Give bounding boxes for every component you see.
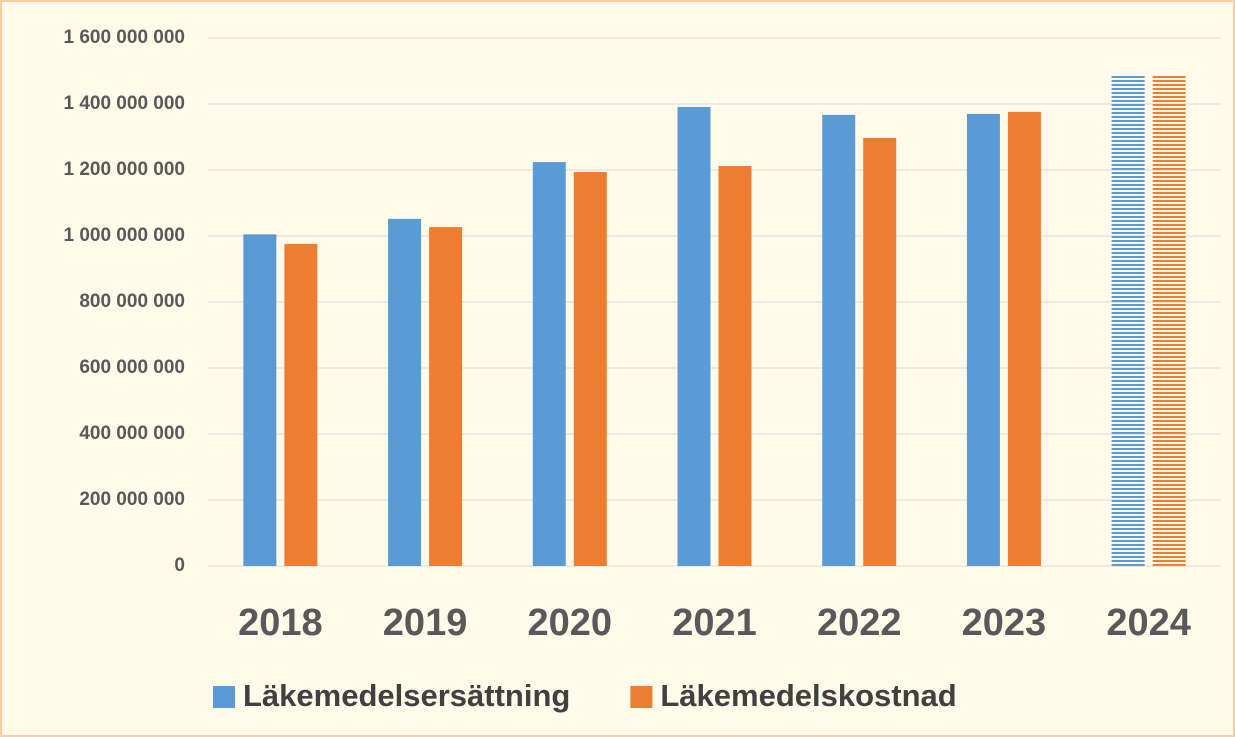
bar bbox=[1152, 74, 1186, 567]
y-tick-label: 1 600 000 000 bbox=[63, 27, 185, 48]
bar bbox=[718, 166, 752, 567]
y-tick-label: 800 000 000 bbox=[79, 291, 185, 312]
y-tick-label: 1 400 000 000 bbox=[63, 93, 185, 114]
bar bbox=[243, 234, 277, 566]
bar bbox=[532, 162, 566, 566]
x-tick-label: 2024 bbox=[1106, 602, 1191, 644]
bar bbox=[1007, 111, 1041, 567]
legend-label: Läkemedelsersättning bbox=[243, 678, 570, 713]
bar bbox=[429, 227, 463, 566]
x-tick-label: 2019 bbox=[383, 602, 468, 644]
bar bbox=[1111, 74, 1145, 567]
bar bbox=[388, 218, 422, 566]
y-tick-label: 1 200 000 000 bbox=[63, 159, 185, 180]
x-tick-label: 2018 bbox=[238, 602, 323, 644]
y-tick-label: 0 bbox=[174, 555, 185, 576]
legend-swatch bbox=[213, 686, 235, 708]
y-tick-label: 1 000 000 000 bbox=[63, 225, 185, 246]
x-tick-label: 2023 bbox=[962, 602, 1047, 644]
bar bbox=[863, 137, 897, 567]
x-tick-label: 2020 bbox=[528, 602, 613, 644]
legend-swatch bbox=[630, 686, 653, 708]
bar bbox=[284, 243, 318, 567]
y-tick-label: 400 000 000 bbox=[79, 423, 185, 444]
x-tick-label: 2021 bbox=[672, 602, 757, 644]
y-tick-label: 600 000 000 bbox=[79, 357, 185, 378]
bar bbox=[966, 113, 1000, 567]
legend-label: Läkemedelskostnad bbox=[660, 678, 956, 713]
bar bbox=[822, 114, 856, 566]
bar bbox=[677, 106, 711, 566]
y-tick-label: 200 000 000 bbox=[79, 489, 185, 510]
bar bbox=[573, 171, 607, 567]
x-tick-label: 2022 bbox=[817, 602, 902, 644]
